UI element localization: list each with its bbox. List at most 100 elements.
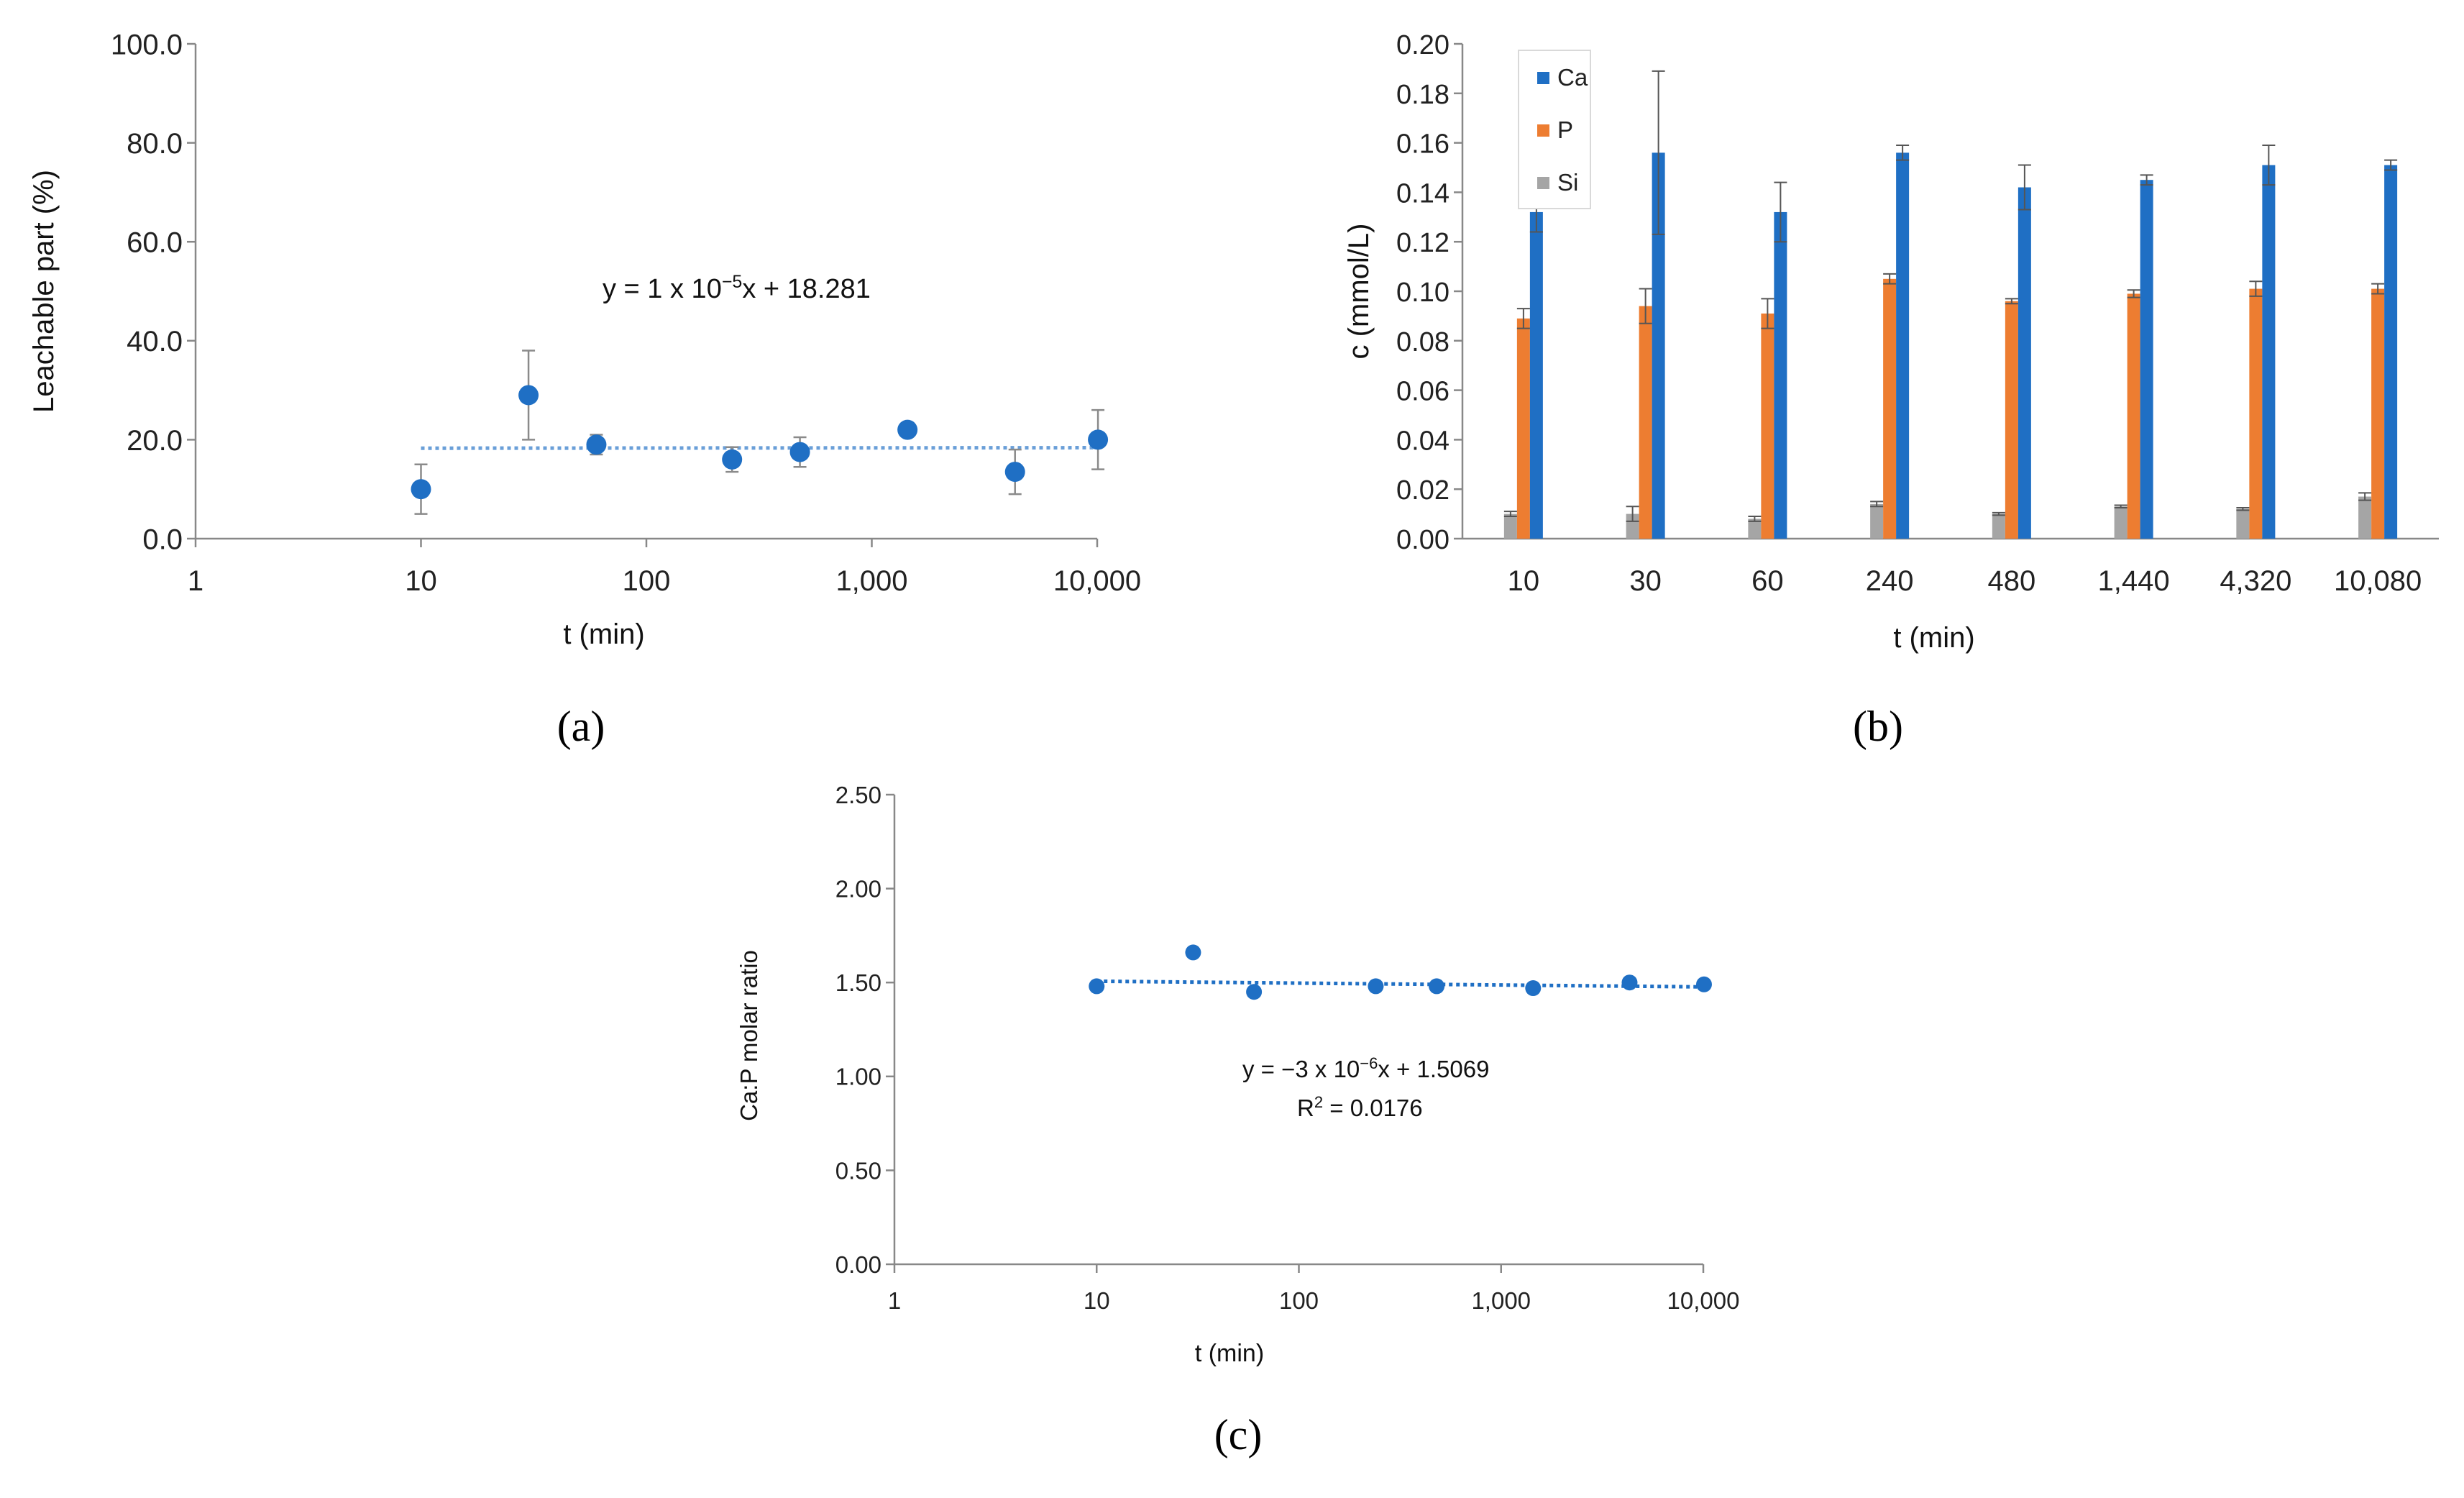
b-bar-ca (2262, 165, 2276, 539)
b-bar-ca (2384, 165, 2398, 539)
b-y-tick-label: 0.18 (1396, 80, 1449, 110)
b-y-tick-label: 0.12 (1396, 228, 1449, 258)
b-bar-ca (1774, 211, 1787, 539)
panel-c-caption: (c) (1214, 1411, 1263, 1458)
b-bar-si (1626, 513, 1639, 539)
b-x-tick-label: 240 (1866, 565, 1914, 597)
b-legend-swatch-si (1537, 177, 1549, 189)
b-bar-ca (1652, 152, 1665, 539)
b-bar-p (2371, 288, 2385, 539)
c-x-tick-label: 1,000 (1471, 1287, 1531, 1314)
b-bar-p (1761, 313, 1774, 539)
panel-a-trend-equation: y = 1 x 10−5x + 18.281 (603, 272, 871, 304)
c-data-point (1525, 980, 1542, 997)
b-bar-p (1639, 306, 1652, 539)
b-legend-box (1518, 50, 1591, 209)
a-data-point (722, 449, 743, 470)
panel-c-x-axis-label: t (min) (1195, 1340, 1264, 1367)
panel-b-caption: (b) (1853, 703, 1903, 750)
a-data-point (1088, 429, 1109, 450)
b-bar-si (1748, 519, 1762, 539)
b-legend-swatch-ca (1537, 72, 1549, 84)
b-legend-label-si: Si (1557, 169, 1578, 196)
c-y-tick-label: 0.50 (835, 1157, 881, 1184)
b-legend-label-ca: Ca (1557, 64, 1588, 91)
c-x-tick-label: 100 (1279, 1287, 1319, 1314)
panel-c-molar-ratio-chart: 0.00 0.50 1.00 1.50 2.00 2.50 1 10 100 1,000 10,0… (736, 782, 1739, 1458)
a-data-point (411, 479, 431, 500)
c-data-point (1185, 944, 1201, 961)
c-data-point (1246, 984, 1263, 1000)
b-y-tick-label: 0.08 (1396, 327, 1449, 357)
c-data-point (1089, 978, 1105, 995)
b-bar-p (2005, 301, 2018, 539)
c-y-tick-label: 2.50 (835, 782, 881, 808)
c-y-tick-label: 1.00 (835, 1064, 881, 1090)
b-y-tick-label: 0.02 (1396, 475, 1449, 506)
b-y-tick-label: 0.06 (1396, 377, 1449, 407)
b-y-tick-label: 0.14 (1396, 178, 1449, 209)
a-y-tick-label: 80.0 (127, 128, 183, 160)
panel-a-x-axis-label: t (min) (563, 618, 644, 650)
c-y-tick-label: 0.00 (835, 1251, 881, 1278)
b-y-tick-label: 0.10 (1396, 278, 1449, 308)
b-bar-si (2236, 508, 2250, 539)
b-bar-si (1503, 513, 1517, 539)
b-y-tick-label: 0.04 (1396, 426, 1449, 456)
b-x-tick-label: 10,080 (2334, 565, 2422, 597)
c-trend-line (1096, 979, 1704, 989)
b-legend-label-p: P (1557, 117, 1573, 143)
b-x-tick-label: 1,440 (2098, 565, 2170, 597)
b-x-tick-label: 30 (1629, 565, 1662, 597)
b-x-tick-label: 4,320 (2220, 565, 2291, 597)
b-bar-p (2249, 288, 2263, 539)
a-y-tick-label: 0.0 (142, 524, 183, 555)
b-bar-si (2114, 506, 2128, 539)
b-legend-swatch-p (1537, 124, 1549, 137)
a-x-tick-label: 10,000 (1053, 565, 1141, 597)
b-bar-p (1516, 318, 1530, 539)
c-y-tick-label: 1.50 (835, 969, 881, 996)
b-bar-ca (2140, 180, 2153, 539)
b-y-tick-label: 0.20 (1396, 30, 1449, 60)
a-x-tick-label: 10 (405, 565, 437, 597)
b-bar-ca (1896, 152, 1910, 539)
panel-b-x-axis-label: t (min) (1893, 622, 1974, 654)
panel-b-legend: Ca P Si (1518, 50, 1591, 209)
panel-a-leachable-part-chart: 0.0 20.0 40.0 60.0 80.0 100.0 1 10 100 1,000 10,0… (28, 29, 1141, 750)
panel-c-r-squared: R2 = 0.0176 (1297, 1093, 1423, 1121)
a-trend-line (421, 446, 1099, 450)
b-y-tick-label: 0.00 (1396, 525, 1449, 555)
c-data-point (1368, 978, 1384, 995)
b-y-tick-label: 0.16 (1396, 129, 1449, 160)
c-y-tick-label: 2.00 (835, 875, 881, 902)
a-x-tick-label: 1 (188, 565, 203, 597)
a-data-point (897, 419, 918, 440)
panel-b-concentration-bar-chart: 0.00 0.02 0.04 0.06 0.08 0.10 0.12 0.14 0.16 0.18… (1343, 30, 2439, 750)
a-x-tick-label: 100 (623, 565, 671, 597)
b-bar-p (2127, 293, 2140, 539)
b-x-tick-label: 480 (1988, 565, 2036, 597)
a-data-point (586, 434, 607, 455)
panel-a-y-axis-label: Leachable part (%) (28, 170, 60, 413)
a-data-point (789, 442, 810, 462)
b-bar-si (2358, 496, 2372, 539)
a-y-tick-label: 100.0 (111, 29, 183, 60)
a-data-point (1004, 462, 1025, 483)
panel-a-caption: (a) (557, 703, 605, 750)
b-bar-ca (2018, 187, 2031, 539)
a-x-tick-label: 1,000 (835, 565, 907, 597)
b-bar-ca (1529, 211, 1543, 539)
c-x-tick-label: 10 (1084, 1287, 1110, 1314)
b-bar-si (1870, 503, 1884, 539)
b-x-tick-label: 10 (1508, 565, 1540, 597)
panel-b-y-axis-label: c (mmol/L) (1343, 224, 1375, 360)
c-x-tick-label: 10,000 (1667, 1287, 1740, 1314)
b-bar-si (1992, 513, 2005, 539)
a-data-point (518, 385, 539, 406)
c-data-point (1695, 976, 1712, 992)
c-data-point (1429, 978, 1445, 995)
b-bar-p (1883, 278, 1897, 539)
c-x-tick-label: 1 (888, 1287, 901, 1314)
